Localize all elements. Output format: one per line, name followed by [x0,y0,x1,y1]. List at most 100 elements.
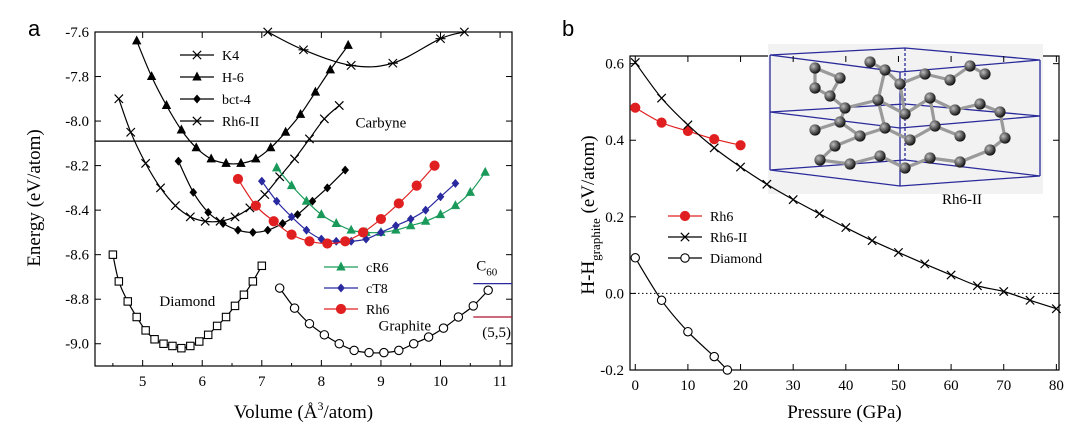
data-point-diamond [239,290,249,299]
data-point-graphite [319,330,330,340]
inset-atom [964,60,976,72]
y-tick-label: -8.8 [65,292,89,308]
y-tick-label: -0.2 [600,363,624,379]
inset-atom [839,102,851,114]
data-point-rh6-ii [215,216,225,226]
series-rh6-ii [630,57,1061,314]
data-point-rh6-ii [141,158,151,168]
legend-item-bct-4: bct-4 [180,93,251,108]
data-point-ct8 [302,225,311,235]
inset-atom [974,98,986,110]
data-point-rh6-ii [126,127,136,137]
inset-atom [824,90,836,102]
data-point-rh6 [375,213,387,225]
x-tick-label: 10 [433,374,448,390]
data-point-rh6 [630,102,641,113]
panel-b-legend: Rh6 Rh6-II Diamond [668,210,762,267]
series-cr6 [271,162,490,236]
data-point-diamond [195,337,204,346]
legend-marker-rh6 [679,210,691,222]
panel-b-letter: b [562,16,574,41]
data-point-rh6-ii [683,120,693,130]
series-rh6-ii [114,94,344,226]
data-point-rh6-ii [155,183,166,193]
inset-atom [834,116,846,128]
annotation-c60: C60 [476,258,498,278]
x-tick-label: 8 [318,374,326,390]
series-bct-4 [174,156,350,237]
inset-atom [872,94,884,106]
data-point-ct8 [421,205,430,215]
inset-label: Rh6-II [942,192,982,208]
data-point-bct-4 [263,225,272,235]
data-point-graphite [408,338,419,349]
x-tick-label: 30 [786,378,801,394]
data-point-cr6 [331,218,341,227]
data-point-bct-4 [234,225,242,235]
inset-atom [809,82,821,94]
inset-atom [879,64,891,76]
panel-a-reference-lines [95,140,512,318]
data-point-ct8 [391,221,400,231]
data-point-k4 [459,27,470,37]
data-point-k4 [387,58,398,68]
legend-item-diamond: Diamond [668,252,762,267]
data-point-rh6 [268,216,279,227]
inset-atom [999,132,1011,144]
panel-a-letter: a [28,16,41,41]
inset-atom [949,104,961,116]
panel-b-chart: Rh6-II 0 10 20 30 40 50 60 70 80 -0.2 0.0 0.2 0.4 0.6… [578,44,1064,423]
inset-atom [809,124,821,136]
data-point-rh6-ii [185,212,195,222]
data-point-cr6 [286,180,297,190]
legend-item-k4: K4 [180,49,239,64]
data-point-rh6 [709,133,720,145]
series-ct8 [257,176,460,246]
data-point-cr6 [435,209,446,219]
y-tick-label: -8.0 [65,114,89,130]
inset-atom [879,122,891,134]
data-point-cr6 [316,209,327,219]
data-point-h-6 [191,142,201,152]
legend-item-rh6-ii: Rh6-II [668,231,748,246]
data-point-rh6-ii [735,162,746,172]
x-tick-label: 10 [680,378,695,394]
y-tick-label: -7.6 [65,25,89,41]
x-tick-label: 11 [493,374,507,390]
data-point-rh6-ii [289,154,300,164]
data-point-h-6 [280,126,291,136]
annotation-graphite: Graphite [379,318,432,334]
data-point-cr6 [271,162,282,172]
series-rh6 [630,102,746,151]
legend-marker-rh6 [335,303,347,315]
inset-atom [894,78,906,90]
series-line-k4 [267,32,465,68]
x-tick-label: 0 [632,378,640,394]
data-point-h-6 [221,157,231,167]
y-tick-label: -9.0 [65,337,89,353]
data-point-k4 [346,60,357,70]
data-point-bct-4 [189,187,198,197]
inset-atom [899,162,911,174]
panel-a-y-axis-label: Energy (eV/atom) [24,129,45,266]
x-tick-label: 50 [891,378,906,394]
data-point-bct-4 [323,183,332,193]
data-point-bct-4 [248,227,257,237]
data-point-k4 [435,34,446,44]
data-point-rh6-ii [788,194,798,205]
y-tick-label: -8.2 [65,159,89,175]
legend-label-h-6: H-6 [222,71,244,86]
series-diamond [630,253,733,375]
data-point-rh6-ii [334,100,344,111]
panel-a-plot-frame [94,31,513,367]
data-point-rh6-ii [893,247,904,258]
data-point-rh6-ii [841,222,851,233]
inset-atom [904,134,916,146]
data-point-rh6-ii [230,212,240,222]
panel-a-legend-bottom: cR6 cT8 Rh6 [324,261,389,318]
data-point-graphite [274,283,285,293]
inset-atom [984,144,996,156]
data-point-rh6-ii [920,259,930,269]
data-point-cr6 [301,195,312,205]
data-point-h-6 [146,71,157,81]
